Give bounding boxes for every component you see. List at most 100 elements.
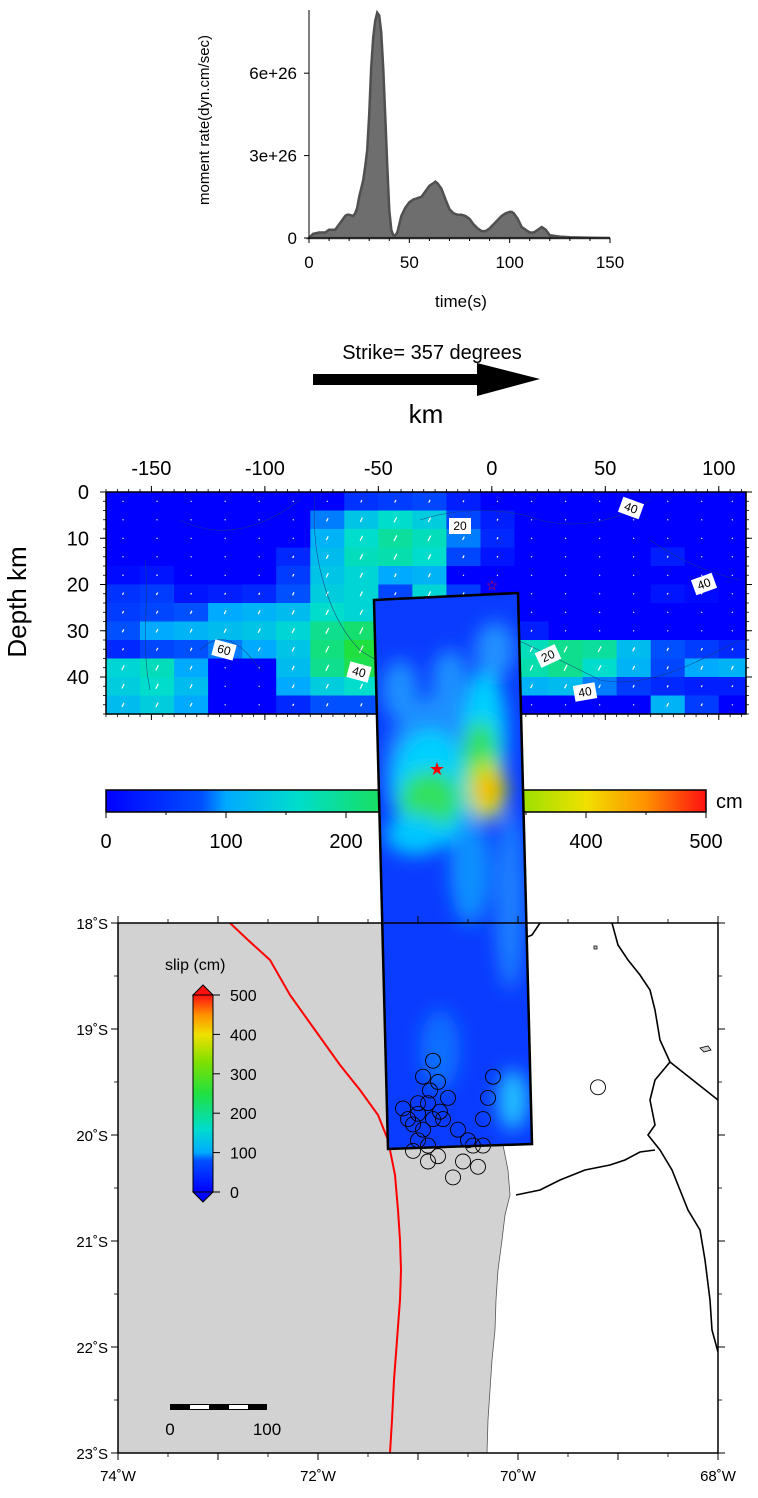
slip-vector	[393, 535, 398, 542]
slip-vector	[325, 627, 330, 635]
y-tick-label: 0	[78, 482, 89, 504]
lat-tick-label: 21˚S	[76, 1234, 108, 1251]
fault-slip-patch: ★	[372, 591, 606, 1186]
slip-vector	[359, 572, 364, 578]
slip-vector	[700, 556, 703, 558]
x-tick-label: -150	[131, 458, 171, 480]
slip-vector	[155, 647, 159, 651]
slip-vector	[325, 572, 329, 578]
slip-vector	[632, 611, 635, 614]
slip-vector	[496, 500, 499, 503]
aftershock-circle	[405, 1142, 421, 1159]
slip-vector	[700, 703, 703, 707]
slip-vector	[257, 610, 261, 615]
slip-vector	[731, 611, 734, 614]
svg-text:40: 40	[695, 575, 713, 593]
aftershock-circle	[425, 1052, 441, 1069]
slip-vector	[393, 553, 398, 560]
slip-vector	[223, 628, 227, 634]
slip-vector	[564, 519, 567, 521]
slip-vector	[291, 610, 295, 615]
svg-text:40: 40	[577, 684, 593, 700]
slip-vector	[496, 574, 499, 577]
slip-vector	[731, 500, 734, 503]
slip-vector	[529, 664, 534, 671]
moment-xlabel: time(s)	[435, 292, 487, 311]
slip-vector	[632, 593, 635, 595]
aftershock-circle	[422, 1082, 438, 1099]
slip-vector	[700, 592, 703, 595]
slip-vector	[121, 665, 125, 671]
lat-tick-label: 23˚S	[76, 1446, 108, 1463]
slip-vector	[730, 665, 734, 670]
slip-vector	[224, 574, 226, 577]
contour-label: 40	[572, 682, 598, 702]
slip-vector	[257, 647, 261, 652]
slip-vector	[700, 685, 703, 688]
map-colorbar-tick-label: 0	[230, 1185, 239, 1202]
slip-vector	[700, 630, 703, 632]
slip-vector	[731, 537, 734, 540]
slip-vector	[360, 499, 363, 503]
slip-vector	[598, 556, 601, 558]
slip-vector	[121, 629, 125, 633]
aftershock-circle	[415, 1121, 431, 1138]
slip-vector	[292, 573, 295, 577]
slip-vector	[156, 556, 158, 558]
slip-vector	[190, 500, 192, 503]
aftershock-circle	[460, 1132, 476, 1149]
scale-bar: 0 100	[165, 1404, 281, 1439]
slip-vector	[224, 519, 226, 521]
slip-vector	[189, 665, 193, 670]
aftershock-circle	[485, 1068, 501, 1085]
slip-vector	[530, 519, 533, 521]
slip-vector	[564, 574, 567, 577]
colorbar-tick-label: 0	[100, 831, 111, 853]
slip-vector	[156, 500, 158, 503]
slip-vector	[564, 684, 568, 689]
slip-vector	[121, 610, 125, 614]
slip-vector	[155, 664, 159, 671]
slip-vector	[121, 648, 125, 651]
slip-vector	[563, 664, 568, 672]
slip-vector	[564, 556, 567, 558]
slip-vector	[258, 556, 260, 558]
slip-vector	[666, 592, 669, 595]
aftershock-circle	[400, 1111, 416, 1128]
slip-vector	[224, 592, 227, 595]
slip-vector	[666, 537, 669, 540]
aftershock-circle	[470, 1158, 486, 1175]
slip-vector	[564, 500, 567, 503]
slip-vector	[666, 685, 669, 688]
aftershock-circle	[590, 1079, 606, 1096]
y-tick-label: 20	[67, 575, 89, 597]
slip-vector	[666, 702, 670, 707]
slip-vector	[598, 500, 601, 503]
slip-vector	[258, 519, 260, 521]
contour-label: 40	[690, 572, 718, 596]
border-line	[647, 1061, 718, 1353]
slip-x-ticks: -150 -100 -50 0 50 100	[105, 458, 742, 720]
slip-vector	[190, 537, 192, 540]
slip-vector	[121, 683, 125, 689]
svg-text:40: 40	[622, 499, 640, 517]
slip-vector	[325, 703, 329, 707]
slip-vector	[155, 683, 159, 690]
aftershock-circle	[410, 1095, 426, 1112]
slip-vector	[258, 500, 260, 503]
map-colorbar-tick-label: 200	[230, 1106, 257, 1123]
slip-vector	[394, 592, 397, 596]
slip-vector	[224, 556, 226, 558]
svg-text:40: 40	[351, 664, 368, 681]
svg-text:20: 20	[453, 519, 467, 533]
aftershock-circle	[455, 1153, 471, 1170]
slip-vector	[731, 704, 734, 706]
slip-vector	[291, 592, 295, 596]
lon-tick-label: 70˚W	[500, 1468, 537, 1485]
slip-vector	[325, 664, 330, 672]
slip-vector	[598, 593, 601, 595]
colorbar-min-triangle	[191, 1191, 215, 1203]
map-colorbar-tick-label: 500	[230, 988, 257, 1005]
slip-vector	[666, 555, 669, 558]
slip-vector	[632, 684, 635, 688]
